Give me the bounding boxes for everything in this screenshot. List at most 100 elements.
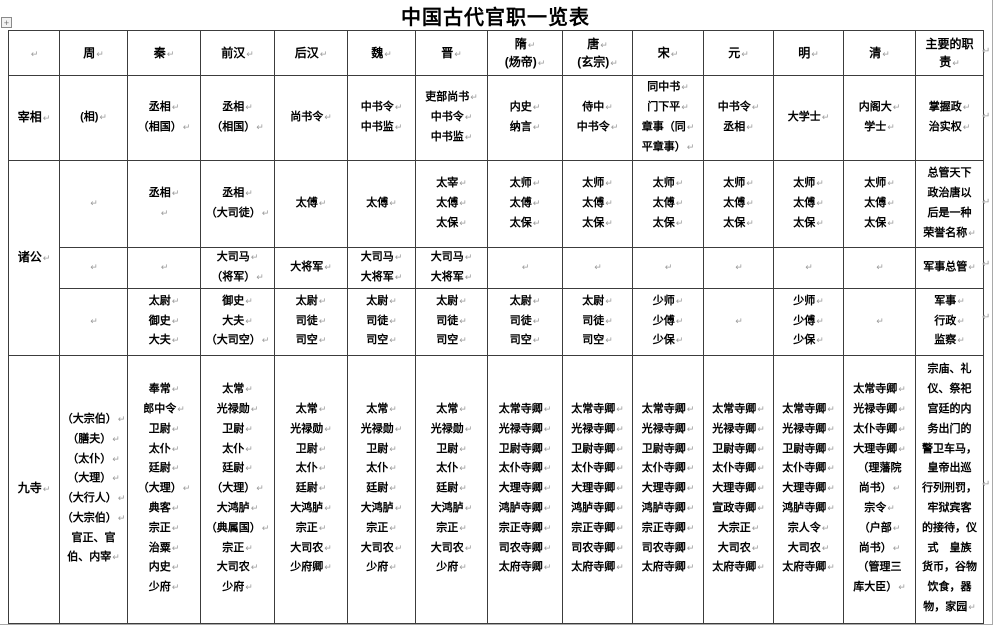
cell-line: 太常寺卿↵ <box>498 403 552 415</box>
paragraph-mark-icon: ↵ <box>686 404 695 414</box>
table-cell[interactable]: 内史↵ 纳言↵ <box>487 75 563 161</box>
cell-line: （理藩院 <box>857 462 902 475</box>
table-cell[interactable]: ↵ <box>59 160 128 248</box>
table-cell[interactable]: 太尉↵ 司徒↵ 司空↵ <box>487 287 563 356</box>
row-header[interactable]: 宰相↵ <box>8 75 60 161</box>
paragraph-mark-icon: ↵ <box>318 404 327 414</box>
table-cell[interactable]: (相)↵ <box>59 75 128 161</box>
column-header[interactable]: 前汉↵ <box>200 30 275 76</box>
column-header[interactable]: 元↵ <box>703 30 774 76</box>
column-header[interactable]: 唐↵ (玄宗)↵ <box>562 30 633 76</box>
table-cell[interactable]: 大司马↵ （将军）↵ <box>200 247 275 289</box>
table-cell[interactable]: 丞相↵ （大司徒）↵ <box>200 160 275 248</box>
table-cell[interactable]: 太常寺卿↵ 光禄寺卿↵ 卫尉寺卿↵ 太仆寺卿↵ 大理寺卿↵ 鸿胪寺卿↵ 宗人令↵ 大司农↵ 太府… <box>773 354 844 624</box>
table-cell[interactable]: 宗庙、礼 仪、祭祀 宫廷的内 务出门的 警卫车马， 皇帝出巡 行列刑罚， 牢狱宾客 的接待，仪式… <box>915 354 984 624</box>
paragraph-mark-icon: ↵ <box>171 423 180 434</box>
cell-line: ↵ <box>564 258 631 278</box>
table-cell[interactable]: ↵ <box>127 247 201 289</box>
table-cell[interactable]: ↵ <box>562 247 633 289</box>
table-cell[interactable]: 太师↵ 太傅↵ 太保↵ <box>843 160 916 248</box>
column-header[interactable]: 秦↵ <box>127 30 201 76</box>
table-cell[interactable]: 太师↵ 太傅↵ 太保↵ <box>487 160 563 248</box>
table-cell[interactable]: 掌握政↵ 治实权↵ <box>915 75 984 161</box>
cell-line: 太傅↵ <box>509 197 541 210</box>
table-cell[interactable]: ↵ <box>632 247 704 289</box>
table-cell[interactable]: ↵ <box>487 247 563 289</box>
table-cell[interactable]: 太常寺卿↵ 光禄寺卿↵ 卫尉寺卿↵ 太仆寺卿↵ 大理寺卿↵ 鸿胪寺卿↵ 宗正寺卿↵ 司农寺卿↵… <box>487 354 563 624</box>
paragraph-mark-icon: ↵ <box>318 198 327 209</box>
table-cell[interactable]: 太常寺卿↵ 光禄寺卿↵ 卫尉寺卿↵ 太仆寺卿↵ 大理寺卿↵ 鸿胪寺卿↵ 宗正寺卿↵ 司农寺卿↵… <box>562 354 633 624</box>
table-cell[interactable]: 太师↵ 太傅↵ 太保↵ <box>632 160 704 248</box>
table-cell[interactable]: 吏部尚书↵ 中书令↵ 中书监↵ <box>415 75 488 161</box>
paragraph-mark-icon: ↵ <box>464 502 473 513</box>
column-header[interactable]: 宋↵ <box>632 30 704 76</box>
table-cell[interactable]: ↵ <box>703 247 774 289</box>
table-cell[interactable]: 太尉↵ 御史↵ 大夫↵ <box>127 287 201 356</box>
table-cell[interactable]: 中书令↵ 中书监↵ <box>347 75 416 161</box>
table-cell[interactable]: 太师↵ 太傅↵ 太保↵ <box>703 160 774 248</box>
table-cell[interactable]: 太尉↵ 司徒↵ 司空↵ <box>347 287 416 356</box>
table-move-handle-icon[interactable]: + <box>1 17 12 28</box>
table-cell[interactable]: 大学士↵ <box>773 75 844 161</box>
table-cell[interactable]: 太常↵ 光禄勋↵ 卫尉↵ 太仆↵ 廷尉↵ 大鸿胪↵ 宗正↵ 大司农↵ 少府卿↵ <box>274 354 348 624</box>
table-cell[interactable]: 太常寺卿↵ 光禄寺卿↵ 卫尉寺卿↵ 太仆寺卿↵ 大理寺卿↵ 鸿胪寺卿↵ 宗正寺卿↵ 司农寺卿↵… <box>632 354 704 624</box>
table-cell[interactable]: 太常寺卿↵ 光禄寺卿↵ 卫尉寺卿↵ 太仆寺卿↵ 大理寺卿↵ 宣政寺卿↵ 大宗正↵ 大司农↵ 太府… <box>703 354 774 624</box>
table-cell[interactable]: 少师↵ 少傅↵ 少保↵ <box>632 287 704 356</box>
table-cell[interactable]: 太尉↵ 司徒↵ 司空↵ <box>562 287 633 356</box>
column-header[interactable]: 清↵ <box>843 30 916 76</box>
cell-line: 中书监↵ <box>430 130 473 143</box>
table-cell[interactable]: （大宗伯）↵ （膳夫）↵ （太仆）↵ （大理）↵ （大行人）↵ （大宗伯）↵ 官正、官 伯、内… <box>59 354 128 624</box>
table-cell[interactable]: ↵ <box>59 287 128 356</box>
column-header[interactable]: 后汉↵ <box>274 30 348 76</box>
table-cell[interactable]: ↵ <box>703 287 774 356</box>
table-cell[interactable]: 丞相↵ ↵ <box>127 160 201 248</box>
cell-line: 卫尉↵ <box>148 422 180 435</box>
table-cell[interactable]: 尚书令↵ <box>274 75 348 161</box>
table-cell[interactable]: 内阁大↵ 学士↵ <box>843 75 916 161</box>
table-cell[interactable]: 大将军↵ <box>274 247 348 289</box>
cell-line: (炀帝)↵ <box>504 55 546 69</box>
table-cell[interactable]: 太傅↵ <box>274 160 348 248</box>
column-header[interactable]: 隋↵ (炀帝)↵ <box>487 30 563 76</box>
table-cell[interactable]: 军事↵ 行政↵ 监察↵ <box>915 287 984 356</box>
row-header[interactable]: 诸公↵ <box>8 160 60 356</box>
table-cell[interactable]: 少师↵ 少傅↵ 少保↵ <box>773 287 844 356</box>
table-cell[interactable]: 太常↵ 光禄勋↵ 卫尉↵ 太仆↵ 廷尉↵ 大鸿胪↵ 宗正↵ 大司农↵ 少府↵ <box>347 354 416 624</box>
table-cell[interactable]: 总管天下 政治唐以 后是一种 荣誉名称↵ <box>915 160 984 248</box>
table-cell[interactable]: 御史↵ 大夫↵ （大司空）↵ <box>200 287 275 356</box>
table-cell[interactable]: 军事总管↵ <box>915 247 984 289</box>
column-header[interactable]: 晋↵ <box>415 30 488 76</box>
row-header[interactable]: 九寺↵ <box>8 354 60 624</box>
table-cell[interactable]: 太宰↵ 太傅↵ 太保↵ <box>415 160 488 248</box>
table-cell[interactable]: 太尉↵ 司徒↵ 司空↵ <box>274 287 348 356</box>
table-cell[interactable]: 奉常↵ 郎中令↵ 卫尉↵ 太仆↵ 廷尉↵ （大理）↵ 典客↵ 宗正↵ 治粟↵ 内史↵ 少府↵ <box>127 354 201 624</box>
table-cell[interactable]: 丞相↵ （相国）↵ <box>200 75 275 161</box>
table-cell[interactable]: 太常寺卿↵ 光禄寺卿↵ 太仆寺卿↵ 大理寺卿↵ （理藩院 尚书）↵ 宗令↵ （户部↵ 尚书）↵ （… <box>843 354 916 624</box>
column-header[interactable]: ↵ <box>8 30 60 76</box>
column-header[interactable]: 周↵ <box>59 30 128 76</box>
table-cell[interactable]: ↵ <box>843 287 916 356</box>
table-cell[interactable]: 同中书↵ 门下平↵ 章事（同↵ 平章事）↵ <box>632 75 704 161</box>
cell-line: 宗正↵ <box>295 521 327 534</box>
paragraph-mark-icon: ↵ <box>389 295 397 306</box>
table-cell[interactable]: 太尉↵ 司徒↵ 司空↵ <box>415 287 488 356</box>
paragraph-mark-icon: ↵ <box>256 271 264 282</box>
paragraph-mark-icon: ↵ <box>616 463 624 474</box>
table-cell[interactable]: 侍中↵ 中书令↵ <box>562 75 633 161</box>
table-cell[interactable]: 大司马↵ 大将军↵ <box>347 247 416 289</box>
column-header[interactable]: 主要的职 责↵ <box>915 30 984 76</box>
table-cell[interactable]: 太常↵ 光禄勋↵ 卫尉↵ 太仆↵ 廷尉↵ （大理）↵ 大鸿胪↵ （典属国）↵ 宗正↵ 大司农↵ 少府… <box>200 354 275 624</box>
column-header[interactable]: 明↵ <box>773 30 844 76</box>
table-cell[interactable]: 中书令↵ 丞相↵ <box>703 75 774 161</box>
table-cell[interactable]: 太常↵ 光禄勋↵ 卫尉↵ 太仆↵ 廷尉↵ 大鸿胪↵ 宗正↵ 大司农↵ 少府↵ <box>415 354 488 624</box>
table-cell[interactable]: ↵ <box>843 247 916 289</box>
table-cell[interactable]: 大司马↵ 大将军↵ <box>415 247 488 289</box>
table-cell[interactable]: 太师↵ 太傅↵ 太保↵ <box>773 160 844 248</box>
table-cell[interactable]: 太傅↵ <box>347 160 416 248</box>
table-cell[interactable]: ↵ <box>773 247 844 289</box>
column-header[interactable]: 魏↵ <box>347 30 416 76</box>
table-cell[interactable]: 丞相↵ （相国）↵ <box>127 75 201 161</box>
table-cell[interactable]: ↵ <box>59 247 128 289</box>
table-cell[interactable]: 太师↵ 太傅↵ 太保↵ <box>562 160 633 248</box>
cell-line: 卫尉↵ <box>436 442 467 455</box>
